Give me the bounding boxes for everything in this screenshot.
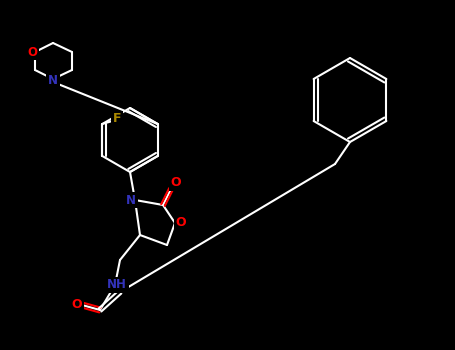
Text: O: O: [171, 176, 181, 189]
Text: NH: NH: [107, 279, 127, 292]
Text: O: O: [176, 217, 186, 230]
Text: F: F: [113, 112, 121, 126]
Text: O: O: [27, 46, 37, 58]
Text: N: N: [126, 194, 136, 206]
Text: N: N: [48, 75, 58, 88]
Text: O: O: [72, 299, 82, 312]
